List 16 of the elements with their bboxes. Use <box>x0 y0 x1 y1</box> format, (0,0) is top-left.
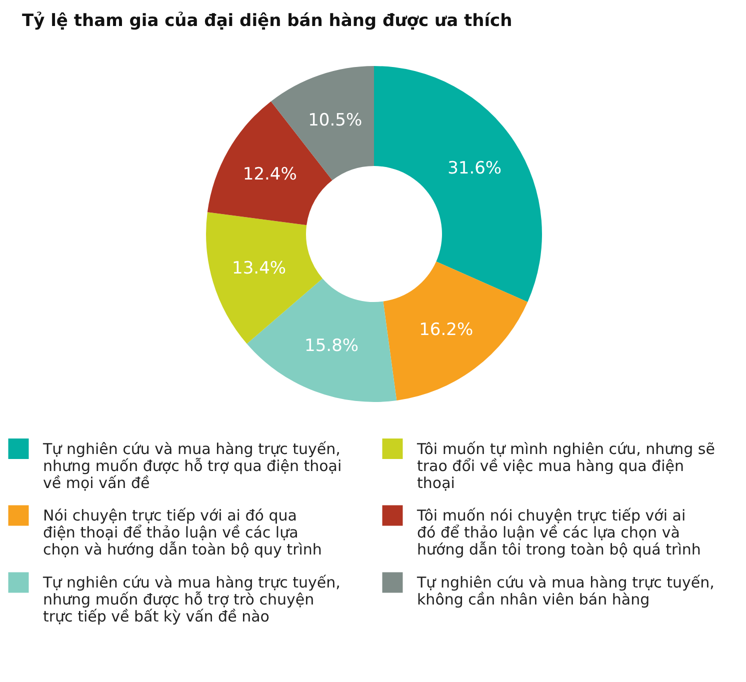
data-label: 31.6% <box>448 158 502 179</box>
data-label: 15.8% <box>304 336 359 356</box>
legend-label: Tự nghiên cứu và mua hàng trực tuyến, không cần nhân viên bán hàng <box>416 574 714 608</box>
donut-slice <box>383 262 528 400</box>
data-label: 16.2% <box>419 320 474 340</box>
data-label: 10.5% <box>308 110 362 130</box>
legend-label: Tôi muốn tự mình nghiên cứu, nhưng sẽ trao đổi về việc mua hàng qua điện thoại <box>416 440 715 492</box>
data-label: 12.4% <box>242 164 297 184</box>
chart-title: Tỷ lệ tham gia của đại diện bán hàng được ưa thích <box>22 11 512 31</box>
legend-label: Tự nghiên cứu và mua hàng trực tuyến, nhưng muốn được hỗ trợ qua điện thoại về mọi vấn đề <box>42 440 342 492</box>
legend-label: Tự nghiên cứu và mua hàng trực tuyến, nhưng muốn được hỗ trợ trò chuyện trực tiếp về bất kỳ vấn đề nào <box>42 574 340 626</box>
legend-label: Nói chuyện trực tiếp với ai đó qua điện thoại để thảo luận về các lựa chọn và hướng dẫn toàn bộ quy trình <box>43 506 322 558</box>
donut-slice <box>374 66 542 302</box>
data-label: 13.4% <box>232 258 286 278</box>
legend-label: Tôi muốn nói chuyện trực tiếp với ai đó để thảo luận về các lựa chọn và hướng dẫn tôi trong toàn bộ quá trình <box>416 506 701 558</box>
donut-slice <box>246 278 397 402</box>
